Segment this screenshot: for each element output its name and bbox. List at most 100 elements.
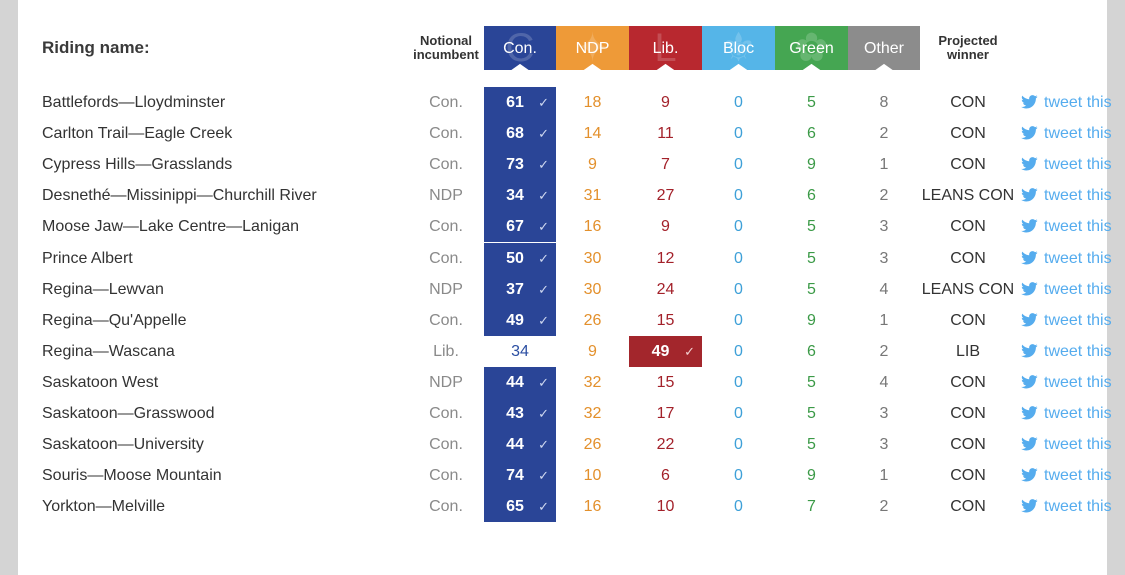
other-projection-cell: 2: [848, 118, 920, 149]
tweet-this-label: tweet this: [1044, 405, 1112, 422]
table-row: Regina—Lewvan NDP 37 ✓ 30 24 0 5 4 LEANS CON tweet…: [18, 273, 1112, 305]
riding-name: Cypress Hills—Grasslands: [42, 156, 233, 174]
incumbent-cell: Lib.: [433, 342, 459, 360]
con-projection-cell: 49 ✓: [484, 304, 556, 336]
con-projection-value: 68: [506, 125, 524, 143]
tweet-this-link[interactable]: tweet this: [1021, 274, 1117, 305]
lib-projection-cell: 24: [629, 274, 702, 305]
conservative-logo-icon: C: [505, 26, 535, 70]
bloc-projection-value: 0: [734, 280, 743, 298]
tweet-this-link[interactable]: tweet this: [1021, 118, 1117, 149]
ndp-projection-cell: 9: [556, 336, 629, 367]
green-projection-cell: 5: [775, 87, 848, 118]
incumbent-header: Notional incumbent: [410, 34, 482, 62]
ndp-projection-value: 32: [583, 405, 602, 422]
other-projection-value: 3: [879, 249, 889, 267]
incumbent-cell: Con.: [429, 311, 463, 329]
twitter-bird-icon: [1021, 219, 1038, 233]
green-projection-value: 6: [807, 125, 816, 143]
other-projection-cell: 3: [848, 429, 920, 460]
maple-leaf-icon: ✦: [575, 26, 610, 70]
lib-projection-value: 7: [661, 156, 670, 174]
tweet-this-label: tweet this: [1044, 311, 1112, 329]
twitter-bird-icon: [1021, 499, 1038, 513]
tweet-this-link[interactable]: tweet this: [1021, 243, 1117, 274]
ndp-projection-value: 14: [583, 125, 602, 143]
other-projection-cell: 2: [848, 336, 920, 367]
check-icon: ✓: [538, 499, 549, 515]
green-projection-cell: 5: [775, 398, 848, 429]
bloc-projection-cell: 0: [702, 460, 775, 491]
incumbent-cell: NDP: [429, 187, 463, 205]
check-icon: ✓: [538, 437, 549, 453]
ndp-projection-cell: 30: [556, 274, 629, 305]
bloc-projection-value: 0: [734, 373, 743, 391]
twitter-bird-icon: [1021, 281, 1038, 296]
tweet-this-link[interactable]: tweet this: [1021, 491, 1117, 522]
incumbent-cell: Con.: [429, 94, 463, 111]
party-header-con: C Con.: [484, 26, 556, 70]
riding-name: Saskatoon—Grasswood: [42, 405, 215, 422]
tweet-this-link[interactable]: tweet this: [1021, 398, 1117, 429]
tweet-this-link[interactable]: tweet this: [1021, 336, 1117, 367]
con-projection-value: 65: [506, 498, 524, 516]
tweet-this-link[interactable]: tweet this: [1021, 367, 1117, 398]
twitter-bird-icon: [1021, 374, 1038, 389]
riding-name: Regina—Lewvan: [42, 280, 164, 298]
tweet-this-link[interactable]: tweet this: [1021, 149, 1117, 180]
green-projection-value: 5: [807, 436, 816, 454]
con-projection-value: 74: [506, 467, 524, 485]
projected-winner-cell: CON: [950, 436, 986, 454]
tweet-this-link[interactable]: tweet this: [1021, 87, 1117, 118]
other-projection-cell: 1: [848, 460, 920, 491]
lib-projection-cell: 10: [629, 491, 702, 522]
ndp-projection-value: 9: [588, 342, 597, 360]
incumbent-cell: Con.: [429, 498, 463, 516]
lib-projection-cell: 9: [629, 87, 702, 118]
other-projection-value: 8: [879, 94, 889, 111]
tweet-this-link[interactable]: tweet this: [1021, 180, 1117, 211]
con-projection-value: 67: [506, 218, 524, 236]
con-projection-cell: 43 ✓: [484, 398, 556, 429]
tweet-this-link[interactable]: tweet this: [1021, 460, 1117, 491]
twitter-bird-icon: [1021, 95, 1038, 109]
green-projection-cell: 9: [775, 460, 848, 491]
lib-projection-value: 17: [656, 405, 675, 422]
tweet-this-link[interactable]: tweet this: [1021, 305, 1117, 336]
green-projection-value: 5: [807, 280, 816, 298]
check-icon: ✓: [684, 343, 695, 359]
lib-projection-value: 27: [656, 187, 675, 205]
projected-winner-cell: LEANS CON: [921, 280, 1015, 298]
twitter-bird-icon: [1021, 250, 1038, 264]
incumbent-cell: NDP: [429, 373, 463, 391]
projected-winner-cell: LEANS CON: [921, 187, 1015, 205]
tweet-this-label: tweet this: [1044, 125, 1112, 143]
tweet-this-link[interactable]: tweet this: [1021, 211, 1117, 242]
con-projection-cell: 67 ✓: [484, 211, 556, 243]
party-header-lib: L Lib.: [629, 26, 702, 70]
twitter-bird-icon: [1021, 126, 1038, 140]
party-label-con: Con.: [503, 40, 537, 57]
riding-name-header: Riding name:: [42, 38, 150, 57]
bloc-projection-cell: 0: [702, 180, 775, 211]
ndp-projection-cell: 30: [556, 243, 629, 274]
other-projection-cell: 2: [848, 180, 920, 211]
bloc-projection-value: 0: [734, 156, 743, 174]
party-label-bloc: Bloc: [722, 40, 755, 57]
lib-projection-value: 11: [657, 125, 674, 143]
bloc-projection-value: 0: [734, 218, 743, 236]
ndp-projection-cell: 18: [556, 87, 629, 118]
lib-projection-value: 6: [661, 467, 670, 485]
other-projection-value: 2: [879, 187, 889, 205]
other-projection-cell: 2: [848, 491, 920, 522]
ndp-projection-cell: 16: [556, 491, 629, 522]
table-row: Saskatoon—Grasswood Con. 43 ✓ 32 17 0 5 3 CON twee…: [18, 398, 1112, 429]
fleur-de-lis-icon: ⚜: [720, 26, 757, 70]
ndp-projection-cell: 9: [556, 149, 629, 180]
con-projection-cell: 44 ✓: [484, 366, 556, 398]
party-header-green: ✿ Green: [775, 26, 848, 70]
check-icon: ✓: [538, 219, 549, 235]
tweet-this-link[interactable]: tweet this: [1021, 429, 1117, 460]
riding-name: Saskatoon West: [42, 373, 159, 391]
other-projection-cell: 1: [848, 149, 920, 180]
